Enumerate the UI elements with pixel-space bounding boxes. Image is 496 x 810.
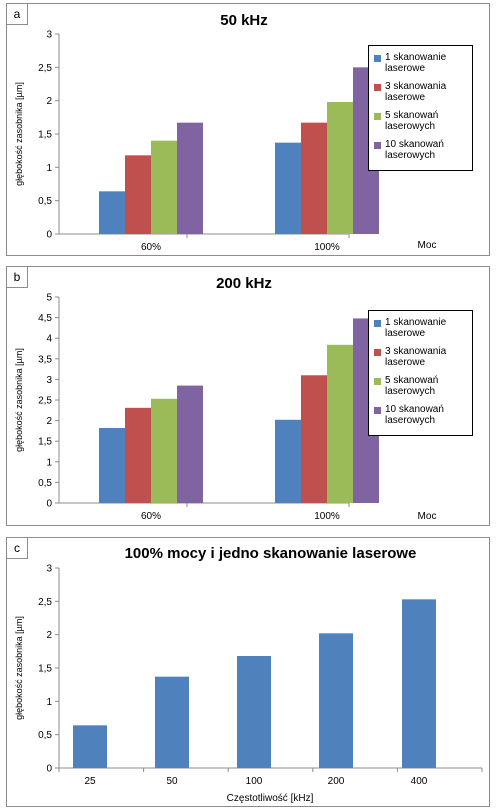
- legend-item: 1 skanowanie laserowe: [369, 52, 472, 81]
- x-axis-label: Częstotliwość [kHz]: [227, 793, 314, 804]
- legend-swatch: [374, 349, 381, 356]
- y-tick-label: 1: [46, 457, 52, 468]
- y-tick-label: 2,5: [38, 396, 52, 407]
- x-tick-label: 100%: [314, 242, 340, 253]
- legend-item: 3 skanowania laserowe: [369, 346, 472, 375]
- legend-item: 5 skanowań laserowych: [369, 375, 472, 404]
- x-tick-label: 50: [166, 776, 178, 787]
- legend: 1 skanowanie laserowe 3 skanowania laserowe…: [368, 310, 473, 436]
- y-tick-label: 0: [46, 499, 52, 510]
- bar-100pct-series-2: [301, 375, 327, 503]
- bar-60pct-series-1: [99, 428, 125, 503]
- y-tick-label: 0,5: [38, 478, 52, 489]
- y-axis-label: głębokość zasobnika [µm]: [14, 348, 24, 452]
- legend-label: 1 skanowanie laserowe: [385, 317, 447, 339]
- bar-60pct-series-3: [151, 398, 177, 503]
- y-tick-label: 4,5: [38, 313, 52, 324]
- legend-swatch: [374, 84, 381, 91]
- legend-swatch: [374, 142, 381, 149]
- y-axis-label: głębokość zasobnika [µm]: [14, 616, 24, 720]
- legend: 1 skanowanie laserowe 3 skanowania laserowe…: [368, 45, 473, 171]
- x-axis-label: Moc: [418, 511, 437, 522]
- y-tick-label: 2: [46, 416, 52, 427]
- y-tick-label: 1,5: [38, 130, 52, 141]
- legend-swatch: [374, 320, 381, 327]
- y-tick-label: 3: [46, 375, 52, 386]
- legend-item: 1 skanowanie laserowe: [369, 317, 472, 346]
- y-tick-label: 0: [46, 764, 52, 775]
- y-tick-label: 0,5: [38, 730, 52, 741]
- y-tick-label: 1,5: [38, 664, 52, 675]
- y-tick-label: 4: [46, 334, 52, 345]
- x-tick-label: 200: [328, 776, 345, 787]
- legend-item: 10 skanowań laserowych: [369, 139, 472, 168]
- bar-60pct-series-2: [125, 155, 151, 234]
- legend-label: 5 skanowań laserowych: [385, 375, 439, 397]
- x-tick-label: 400: [411, 776, 428, 787]
- legend-swatch: [374, 113, 381, 120]
- bar-50-series-1: [155, 676, 189, 768]
- chart-title: 50 kHz: [220, 12, 268, 29]
- chart-panel-c: c 100% mocy i jedno skanowanie laserowe 0…: [6, 537, 490, 807]
- legend-label: 10 skanowań laserowych: [385, 404, 444, 426]
- legend-label: 5 skanowań laserowych: [385, 110, 439, 132]
- bar-100pct-series-3: [327, 102, 353, 234]
- y-tick-label: 3: [46, 30, 52, 41]
- bar-100pct-series-3: [327, 344, 353, 503]
- x-tick-label: 100%: [314, 511, 340, 522]
- legend-item: 10 skanowań laserowych: [369, 404, 472, 433]
- y-tick-label: 3: [46, 564, 52, 575]
- bar-60pct-series-2: [125, 407, 151, 503]
- x-tick-label: 60%: [141, 242, 161, 253]
- bar-60pct-series-4: [177, 122, 203, 234]
- y-tick-label: 5: [46, 293, 52, 304]
- y-tick-label: 1: [46, 697, 52, 708]
- bar-25-series-1: [73, 725, 107, 768]
- y-tick-label: 0: [46, 230, 52, 241]
- panel-label: c: [7, 538, 28, 559]
- chart-svg-a: 50 kHz 0 0,5 1 1,5 2 2,5 3 60% 100% głębokość zaso…: [14, 12, 437, 253]
- bar-100pct-series-2: [301, 122, 327, 234]
- bar-100-series-1: [237, 656, 271, 768]
- legend-item: 3 skanowania laserowe: [369, 81, 472, 110]
- chart-title: 200 kHz: [216, 275, 272, 292]
- legend-swatch: [374, 378, 381, 385]
- bar-400-series-1: [402, 599, 436, 768]
- y-tick-label: 2: [46, 630, 52, 641]
- x-tick-label: 60%: [141, 511, 161, 522]
- legend-item: 5 skanowań laserowych: [369, 110, 472, 139]
- chart-panel-a: a 50 kHz 0 0,5 1 1,5 2 2,5 3 60% 100% głębokość za…: [6, 3, 490, 256]
- bar-60pct-series-4: [177, 385, 203, 503]
- y-tick-label: 2,5: [38, 597, 52, 608]
- panel-label: b: [7, 267, 28, 288]
- y-tick-label: 2: [46, 96, 52, 107]
- legend-label: 10 skanowań laserowych: [385, 139, 444, 161]
- legend-swatch: [374, 55, 381, 62]
- y-tick-label: 2,5: [38, 63, 52, 74]
- x-tick-label: 25: [84, 776, 96, 787]
- chart-svg-b: 200 kHz 0 0,5 1 1,5 2 2,5 3 3,5 4 4,5 5 60% 100% głębo…: [14, 275, 437, 522]
- chart-panel-b: b 200 kHz 0 0,5 1 1,5 2 2,5 3 3,5 4 4,5 5 60% 100% głę…: [6, 266, 490, 526]
- bar-200-series-1: [319, 633, 353, 768]
- y-tick-label: 1: [46, 163, 52, 174]
- legend-label: 3 skanowania laserowe: [385, 346, 447, 368]
- chart-svg-c: 100% mocy i jedno skanowanie laserowe 0 0,…: [14, 545, 483, 804]
- bar-60pct-series-3: [151, 140, 177, 234]
- bar-100pct-series-1: [275, 419, 301, 503]
- legend-swatch: [374, 407, 381, 414]
- x-axis-label: Moc: [418, 240, 437, 251]
- bar-100pct-series-1: [275, 142, 301, 234]
- x-tick-label: 100: [246, 776, 263, 787]
- chart-title: 100% mocy i jedno skanowanie laserowe: [125, 545, 417, 562]
- y-tick-label: 1,5: [38, 437, 52, 448]
- y-tick-label: 3,5: [38, 354, 52, 365]
- legend-label: 3 skanowania laserowe: [385, 81, 447, 103]
- panel-label: a: [7, 4, 28, 25]
- y-tick-label: 0,5: [38, 196, 52, 207]
- legend-label: 1 skanowanie laserowe: [385, 52, 447, 74]
- bar-60pct-series-1: [99, 191, 125, 234]
- y-axis-label: głębokość zasobnika [µm]: [14, 82, 24, 186]
